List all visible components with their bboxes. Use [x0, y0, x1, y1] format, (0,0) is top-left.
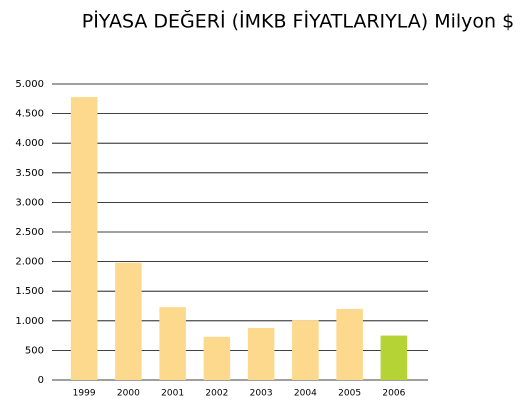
y-tick-label: 3.000 [15, 197, 44, 208]
y-tick-label: 2.500 [15, 227, 44, 238]
y-tick-label: 500 [25, 345, 44, 356]
x-tick-label: 1999 [73, 389, 96, 399]
y-tick-label: 2.000 [15, 257, 44, 268]
y-tick-label: 4.000 [15, 138, 44, 149]
y-tick-label: 1.000 [15, 316, 44, 327]
bar [203, 336, 231, 380]
bar [380, 335, 408, 380]
y-tick-label: 1.500 [15, 286, 44, 297]
bar [336, 308, 363, 380]
bar [247, 327, 275, 380]
x-tick-label: 2000 [117, 389, 140, 399]
x-tick-label: 2006 [382, 389, 405, 399]
x-tick-label: 2003 [250, 389, 273, 399]
chart-title: PİYASA DEĞERİ (İMKB FİYATLARIYLA) Milyon… [82, 9, 514, 33]
bar [115, 262, 142, 380]
bar [159, 307, 186, 380]
x-tick-label: 2004 [294, 389, 317, 399]
x-tick-label: 2002 [205, 389, 228, 399]
x-tick-label: 2005 [338, 389, 361, 399]
y-tick-label: 5.000 [15, 79, 44, 90]
y-tick-label: 3.500 [15, 168, 44, 179]
y-tick-label: 4.500 [15, 109, 44, 120]
y-tick-label: 0 [38, 375, 44, 386]
bar [292, 320, 319, 380]
bar [70, 97, 98, 381]
x-tick-label: 2001 [161, 389, 184, 399]
